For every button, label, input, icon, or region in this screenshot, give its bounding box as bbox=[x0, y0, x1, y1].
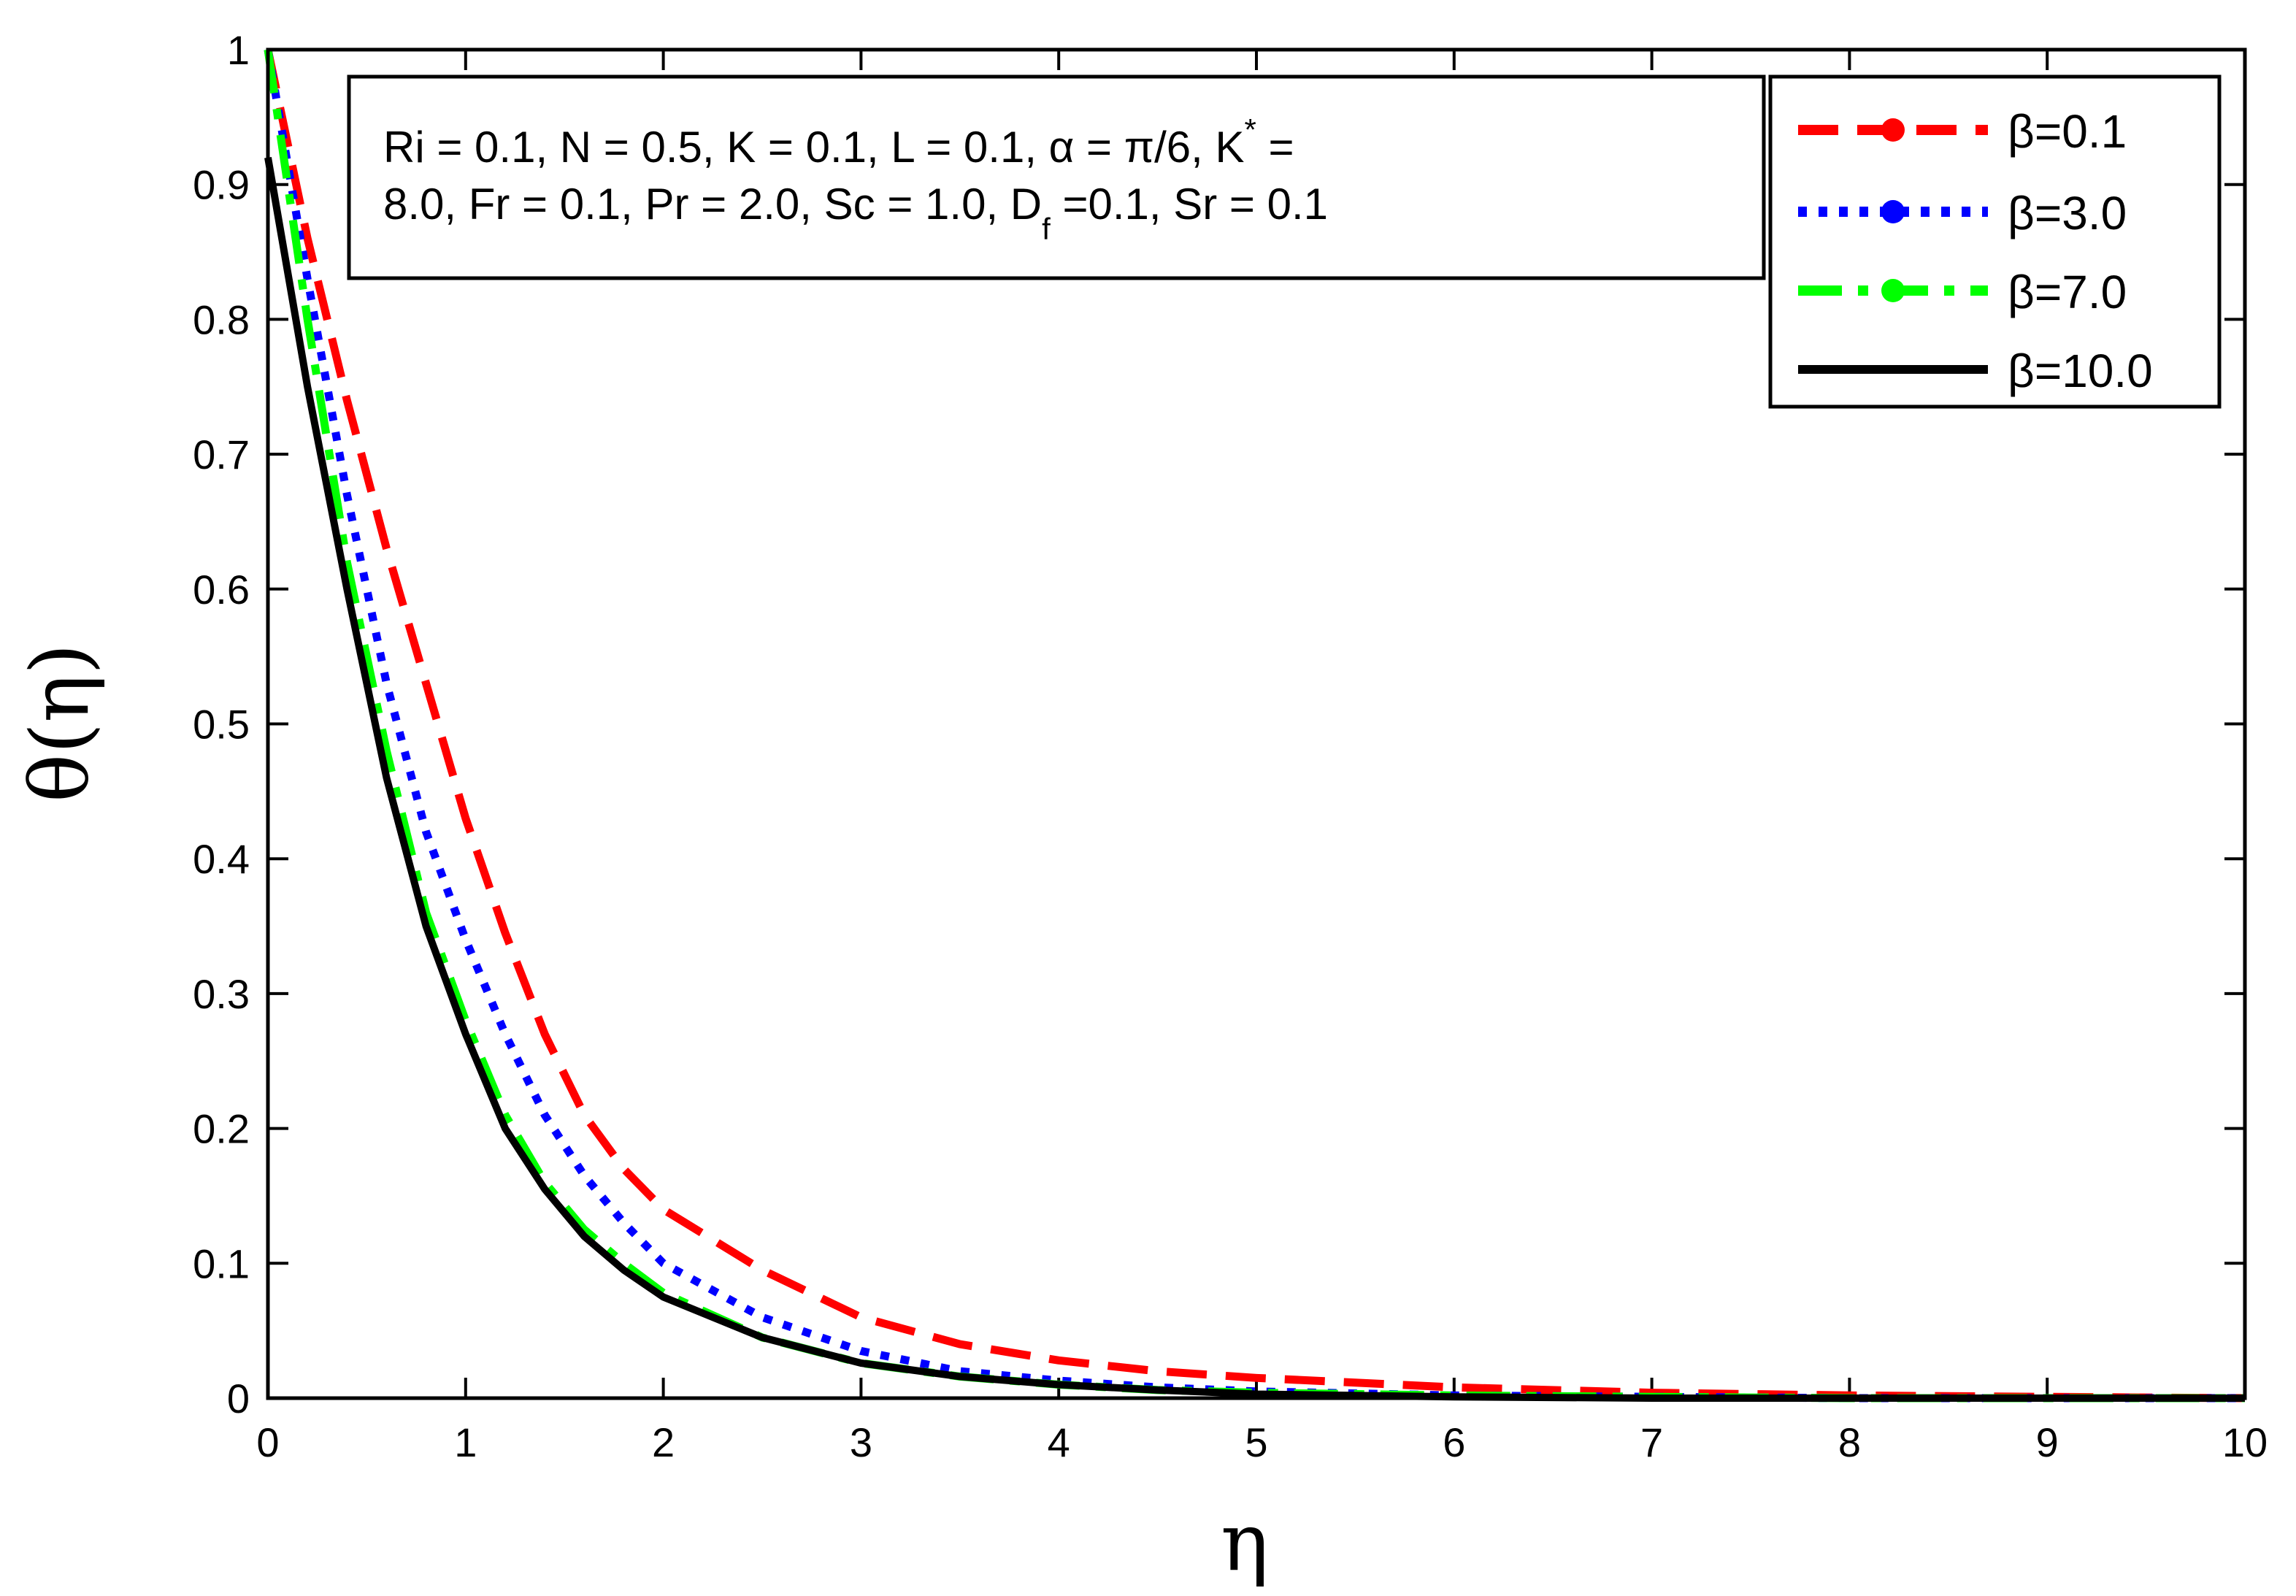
x-tick-label: 9 bbox=[2036, 1419, 2059, 1465]
y-tick-label: 1 bbox=[227, 27, 250, 73]
parameter-box-frame bbox=[347, 74, 1766, 280]
x-tick-label: 6 bbox=[1443, 1419, 1465, 1465]
parameter-text-line-1-main: Ri = 0.1, N = 0.5, K = 0.1, L = 0.1, α =… bbox=[383, 123, 1245, 172]
parameter-df-subscript: f bbox=[1042, 212, 1051, 246]
legend-marker-2 bbox=[1881, 279, 1905, 302]
x-tick-label: 0 bbox=[256, 1419, 279, 1465]
legend-label-3: β=10.0 bbox=[2008, 345, 2153, 397]
parameter-k-star-superscript: * bbox=[1245, 112, 1256, 147]
legend: β=0.1 β=3.0 β=7.0 β=10.0 bbox=[1768, 74, 2222, 409]
y-tick-label: 0.5 bbox=[193, 702, 250, 748]
y-tick-label: 0.1 bbox=[193, 1240, 250, 1286]
y-tick-label: 0.6 bbox=[193, 567, 250, 613]
x-tick-label: 5 bbox=[1245, 1419, 1267, 1465]
legend-label-2: β=7.0 bbox=[2008, 266, 2127, 318]
y-tick-label: 0.3 bbox=[193, 971, 250, 1017]
x-tick-label: 10 bbox=[2222, 1419, 2268, 1465]
y-tick-label: 0.7 bbox=[193, 431, 250, 477]
parameter-text-line-2-main: 8.0, Fr = 0.1, Pr = 2.0, Sc = 1.0, D bbox=[383, 180, 1042, 229]
x-tick-label: 7 bbox=[1640, 1419, 1663, 1465]
x-axis-title: η bbox=[1221, 1495, 1269, 1589]
legend-marker-0 bbox=[1881, 118, 1905, 142]
y-axis-title: θ(η) bbox=[13, 643, 107, 802]
legend-label-0: β=0.1 bbox=[2008, 105, 2127, 158]
parameter-text-line-2: 8.0, Fr = 0.1, Pr = 2.0, Sc = 1.0, Df =0… bbox=[383, 180, 1328, 246]
x-tick-label: 1 bbox=[454, 1419, 477, 1465]
y-tick-label: 0.8 bbox=[193, 296, 250, 342]
parameter-text-line-1-end: = bbox=[1256, 123, 1294, 172]
y-tick-label: 0.2 bbox=[193, 1106, 250, 1152]
series-line-0 bbox=[264, 48, 2246, 1403]
x-tick-label: 8 bbox=[1838, 1419, 1861, 1465]
y-tick-label: 0.9 bbox=[193, 162, 250, 208]
y-tick-label: 0.4 bbox=[193, 836, 250, 882]
legend-label-1: β=3.0 bbox=[2008, 187, 2127, 239]
legend-marker-1 bbox=[1881, 200, 1905, 223]
parameter-box: Ri = 0.1, N = 0.5, K = 0.1, L = 0.1, α =… bbox=[347, 74, 1766, 280]
legend-frame bbox=[1768, 74, 2222, 409]
x-tick-label: 2 bbox=[652, 1419, 675, 1465]
y-tick-label: 0 bbox=[227, 1376, 250, 1422]
parameter-text-line-2-end: =0.1, Sr = 0.1 bbox=[1051, 180, 1328, 229]
axis-tick-labels: 0 1 2 3 4 5 6 7 8 9 10 0 0.1 0.2 0.3 0.4 0.5 0.6 0.7 0.8 0.9… bbox=[193, 27, 2268, 1465]
x-tick-label: 3 bbox=[850, 1419, 872, 1465]
parameter-text-line-1: Ri = 0.1, N = 0.5, K = 0.1, L = 0.1, α =… bbox=[383, 112, 1294, 172]
x-tick-label: 4 bbox=[1048, 1419, 1070, 1465]
plot-frame bbox=[266, 47, 2247, 1400]
